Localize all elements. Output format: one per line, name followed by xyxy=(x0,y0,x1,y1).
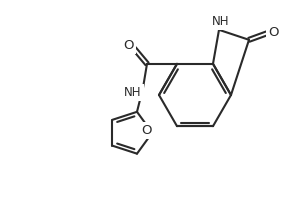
Text: O: O xyxy=(268,26,279,39)
Text: NH: NH xyxy=(124,86,142,99)
Text: NH: NH xyxy=(212,15,230,28)
Text: O: O xyxy=(141,124,152,137)
Text: O: O xyxy=(123,39,134,52)
